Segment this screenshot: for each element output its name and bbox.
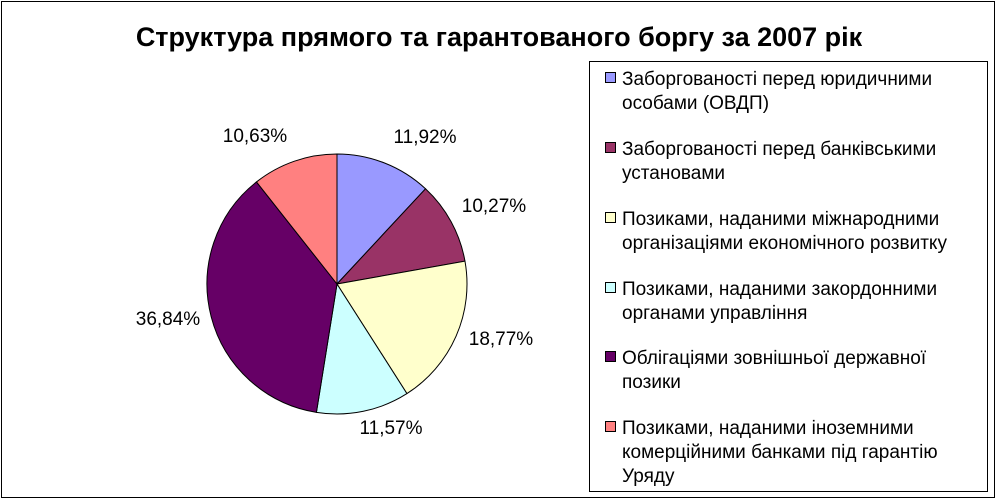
- chart-legend: Заборгованості перед юридичними особами …: [589, 61, 988, 492]
- pie-slice-2: [335, 188, 466, 285]
- legend-label-2: Заборгованості перед банківськими устано…: [622, 139, 937, 184]
- legend-swatch-1: [605, 72, 616, 83]
- pie-slice-3: [336, 260, 468, 395]
- legend-swatch-6: [605, 421, 616, 432]
- pie-slice-4: [315, 282, 408, 415]
- legend-label-1: Заборгованості перед юридичними особами …: [622, 69, 933, 114]
- pie-slice-1: [336, 153, 427, 286]
- data-label-3: 18,77%: [469, 329, 534, 350]
- data-label-1: 11,92%: [393, 127, 456, 148]
- legend-label-4: Позиками, наданими закордонними органами…: [622, 279, 938, 324]
- legend-swatch-3: [605, 212, 616, 223]
- legend-swatch-5: [605, 351, 616, 362]
- legend-label-6: Позиками, наданими іноземними комерційни…: [622, 418, 938, 487]
- data-label-4: 11,57%: [359, 418, 422, 439]
- legend-label-3: Позиками, наданими міжнародними організа…: [622, 209, 947, 254]
- legend-swatch-2: [605, 142, 616, 153]
- pie-slice-6: [255, 153, 338, 286]
- data-label-2: 10,27%: [462, 196, 527, 217]
- chart-title: Структура прямого та гарантованого боргу…: [135, 22, 863, 52]
- pie-slice-5: [206, 181, 338, 413]
- legend-swatch-4: [605, 282, 616, 293]
- legend-label-5: Облігаціями зовнішньої державної позики: [622, 348, 927, 393]
- data-label-6: 10,63%: [223, 126, 288, 147]
- data-label-5: 36,84%: [136, 309, 201, 330]
